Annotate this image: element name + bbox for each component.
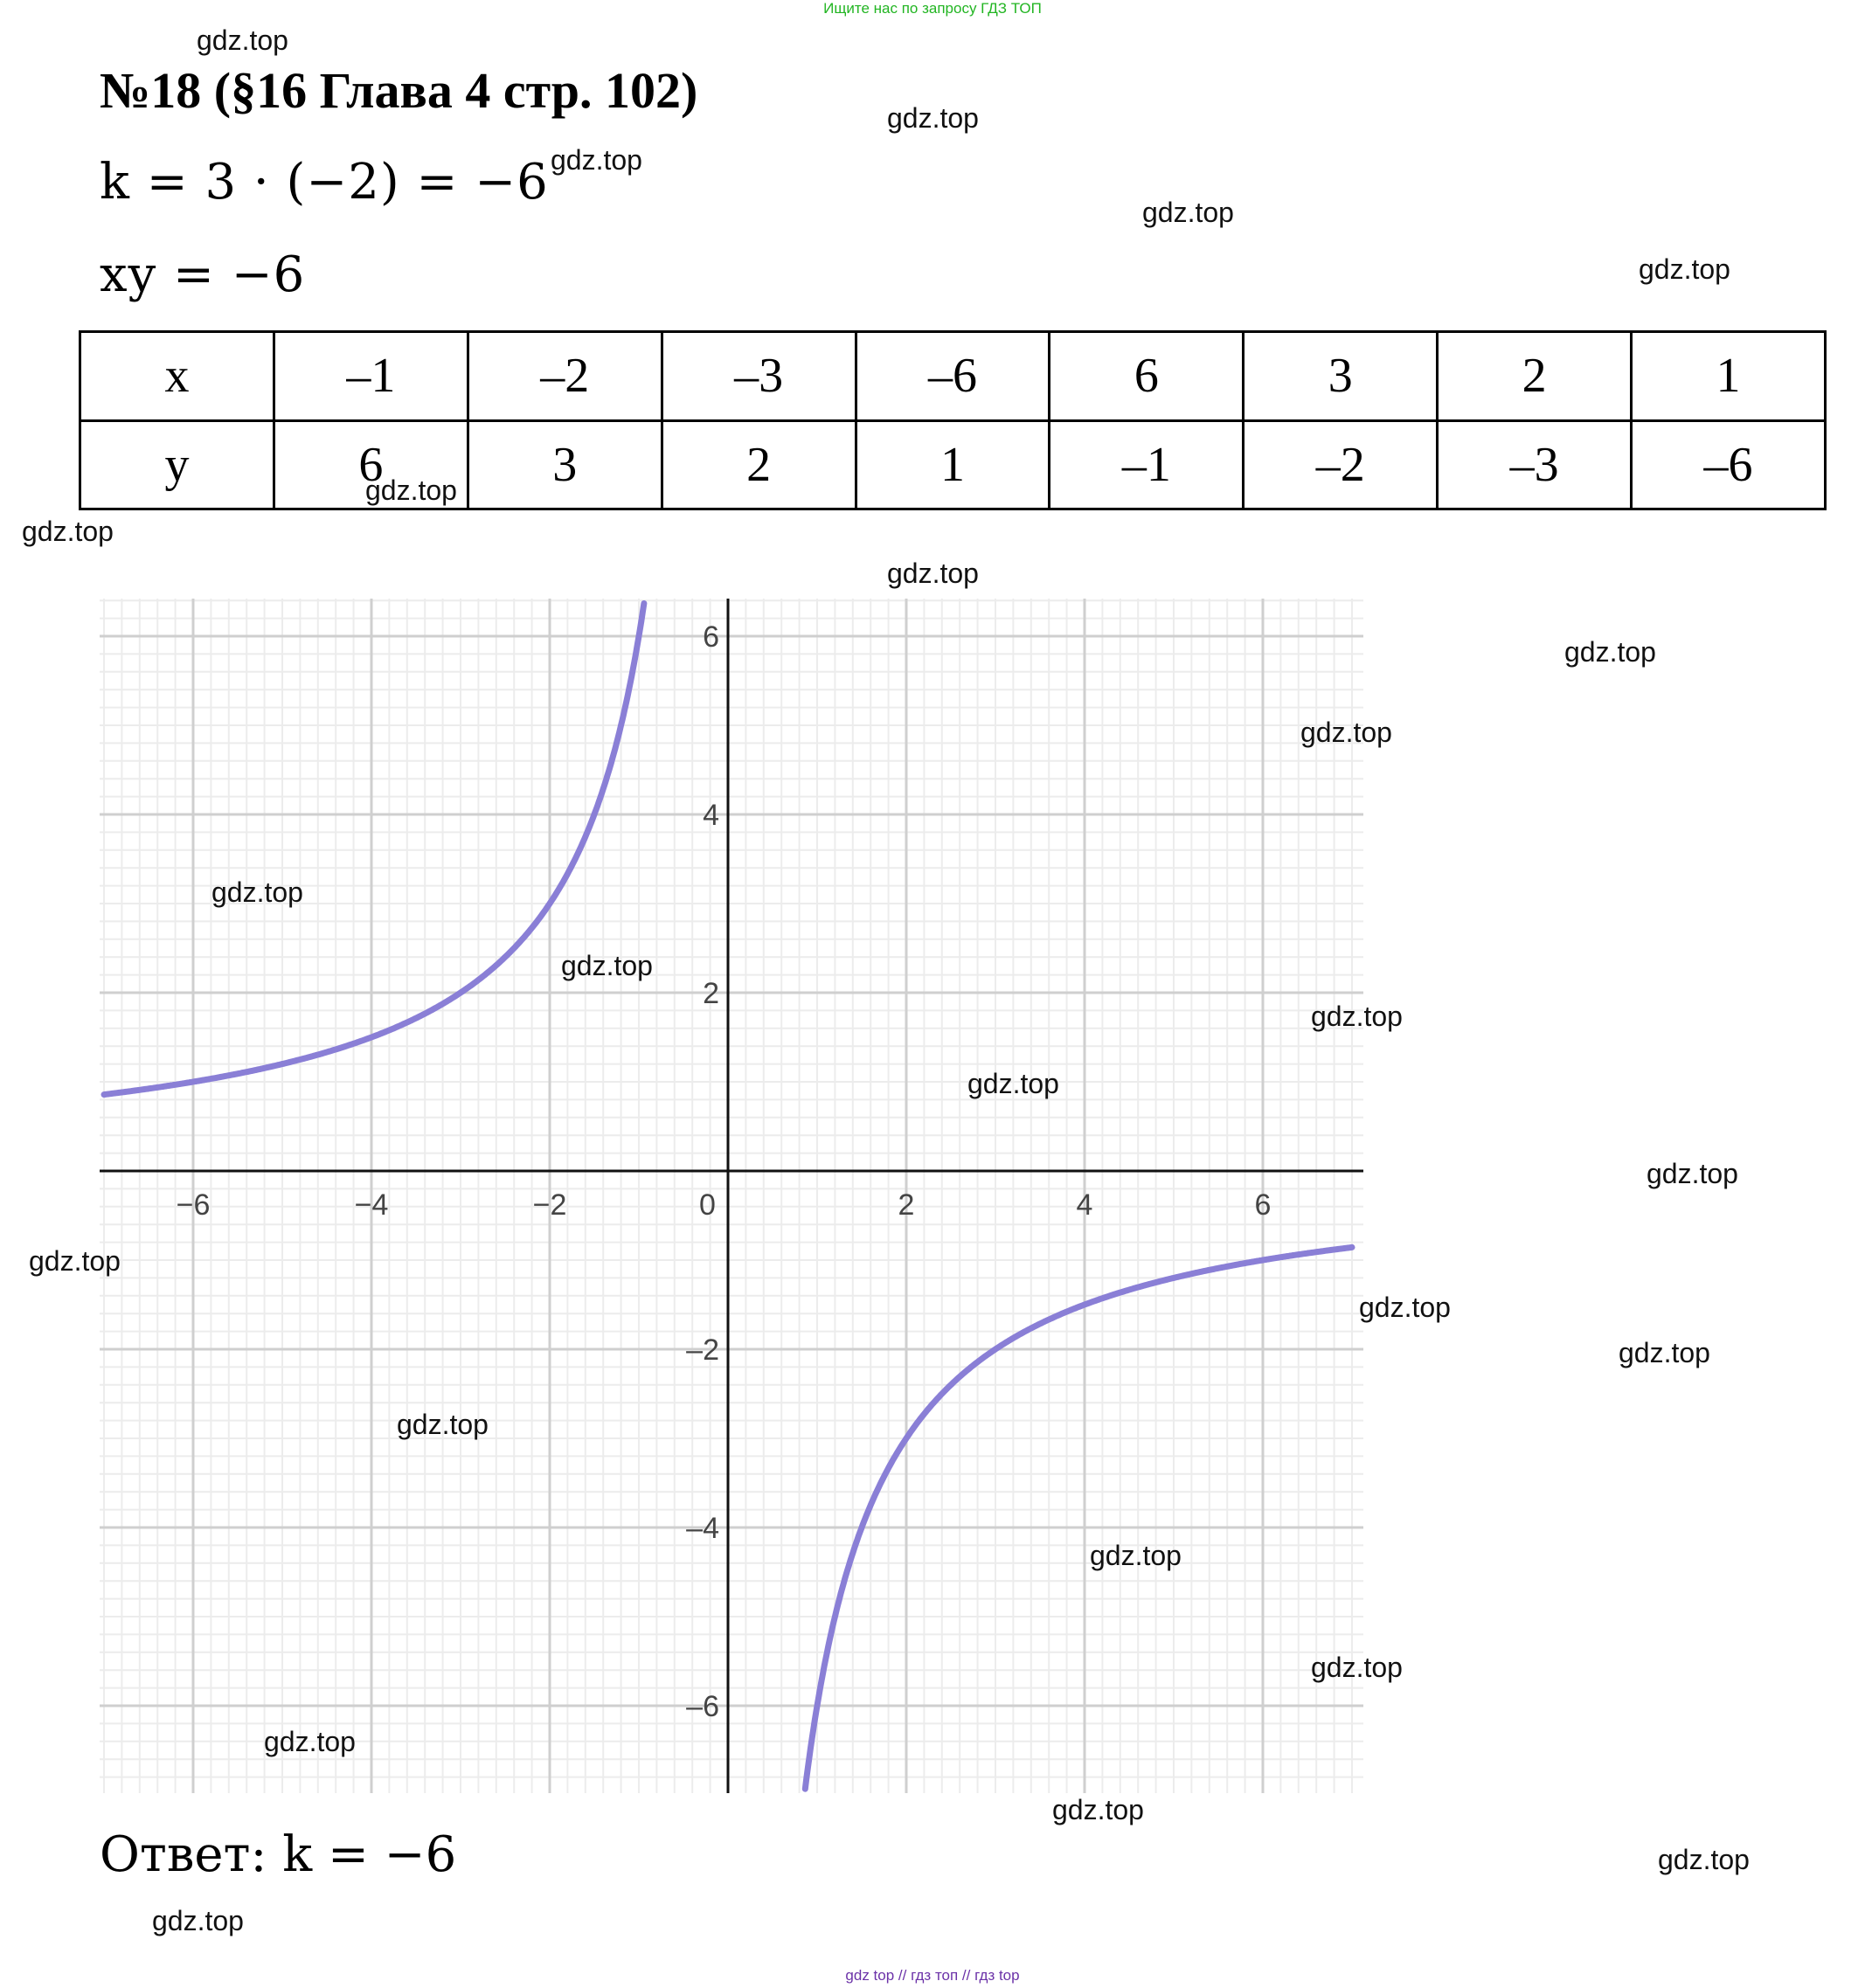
y-tick-label: 2 — [703, 977, 719, 1010]
cell-x: –3 — [660, 330, 857, 422]
cell-x: –2 — [466, 330, 663, 422]
cell-y: –6 — [1630, 419, 1827, 510]
watermark: gdz.top — [1142, 197, 1234, 228]
watermark: gdz.top — [1300, 717, 1392, 748]
x-tick-label: −6 — [177, 1188, 211, 1222]
top-banner[interactable]: Ищите нас по запросу ГДЗ ТОП — [823, 0, 1042, 17]
cell-y: 3 — [466, 419, 663, 510]
x-tick-label: 6 — [1255, 1188, 1272, 1222]
x-tick-label: 2 — [898, 1188, 915, 1222]
watermark: gdz.top — [365, 474, 457, 506]
hyperbola-branch-right — [801, 1243, 1355, 1792]
watermark: gdz.top — [197, 24, 288, 56]
table-row-x: x –1 –2 –3 –6 6 3 2 1 — [79, 330, 1827, 422]
x-tick-label: 4 — [1077, 1188, 1093, 1222]
watermark: gdz.top — [887, 558, 979, 589]
cell-x: 1 — [1630, 330, 1827, 422]
watermark: gdz.top — [1311, 1652, 1403, 1683]
watermark: gdz.top — [561, 950, 653, 981]
cell-y: 2 — [660, 419, 857, 510]
watermark: gdz.top — [397, 1409, 489, 1440]
watermark: gdz.top — [1359, 1292, 1451, 1323]
watermark: gdz.top — [1619, 1337, 1710, 1368]
cell-x: –1 — [272, 330, 469, 422]
cell-x: 3 — [1242, 330, 1439, 422]
x-tick-label: −4 — [355, 1188, 389, 1222]
watermark: gdz.top — [1658, 1844, 1750, 1875]
cell-y: 6 — [272, 419, 469, 510]
watermark: gdz.top — [1647, 1158, 1738, 1189]
cell-x: 6 — [1048, 330, 1245, 422]
y-tick-label: 4 — [703, 799, 719, 832]
watermark: gdz.top — [264, 1726, 356, 1757]
cell-y: –1 — [1048, 419, 1245, 510]
y-tick-label: 6 — [703, 620, 719, 654]
y-tick-label: –4 — [686, 1512, 719, 1545]
cell-x: –6 — [854, 330, 1051, 422]
footer-links[interactable]: gdz top // гдз топ // гдз top — [845, 1967, 1020, 1984]
hyperbola-branch-left — [101, 600, 648, 1098]
x-tick-label: −2 — [533, 1188, 567, 1222]
watermark: gdz.top — [29, 1245, 121, 1277]
formula-k: k = 3 · (−2) = −6 — [100, 154, 549, 211]
watermark: gdz.top — [152, 1905, 244, 1936]
cell-y: 1 — [854, 419, 1051, 510]
watermark: gdz.top — [887, 102, 979, 134]
values-table: x –1 –2 –3 –6 6 3 2 1 y 6 3 2 1 –1 –2 –3… — [79, 330, 1827, 510]
cell-x: 2 — [1436, 330, 1633, 422]
x-tick-label: 0 — [699, 1188, 716, 1222]
cell-y: –3 — [1436, 419, 1633, 510]
watermark: gdz.top — [1090, 1540, 1182, 1571]
formula-xy: xy = −6 — [100, 246, 306, 303]
cell-y: –2 — [1242, 419, 1439, 510]
watermark: gdz.top — [551, 144, 642, 176]
watermark: gdz.top — [22, 516, 114, 547]
page-title: №18 (§16 Глава 4 стр. 102) — [100, 62, 698, 119]
watermark: gdz.top — [1311, 1001, 1403, 1032]
y-tick-label: –6 — [686, 1690, 719, 1723]
table-row-y: y 6 3 2 1 –1 –2 –3 –6 — [79, 419, 1827, 510]
watermark: gdz.top — [1639, 253, 1730, 285]
watermark: gdz.top — [1564, 636, 1656, 668]
row-label-x: x — [79, 330, 275, 422]
watermark: gdz.top — [1052, 1794, 1144, 1825]
answer-text: Ответ: k = −6 — [100, 1826, 457, 1883]
watermark: gdz.top — [211, 876, 303, 908]
watermark: gdz.top — [967, 1068, 1059, 1099]
row-label-y: y — [79, 419, 275, 510]
y-tick-label: –2 — [686, 1333, 719, 1367]
